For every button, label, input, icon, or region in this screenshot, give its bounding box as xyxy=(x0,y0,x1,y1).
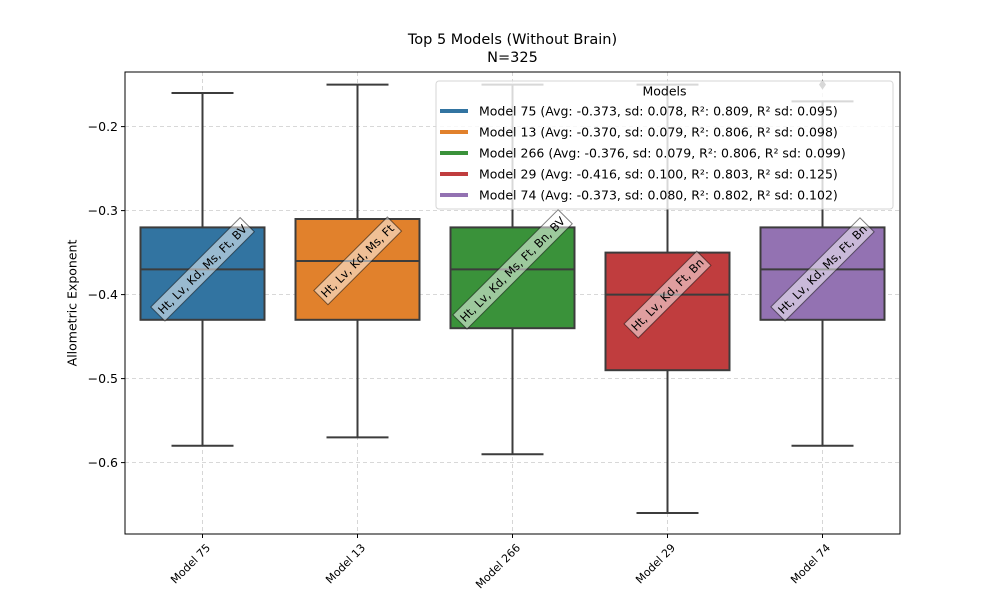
box-annotations: Ht, Lv, Kd, Ms, Ft, BV Ht, Lv, Kd, Ms, Ft… xyxy=(150,208,875,339)
box-model-13 xyxy=(294,83,421,439)
legend-entry: Model 13 (Avg: -0.370, sd: 0.079, R²: 0.… xyxy=(479,125,838,140)
x-tick-label: Model 75 xyxy=(168,541,213,586)
box-iqr xyxy=(604,251,731,372)
y-tick-label: −0.5 xyxy=(88,371,118,386)
annotation-box xyxy=(770,217,875,322)
x-tick-label: Model 13 xyxy=(323,541,368,586)
legend-title: Models xyxy=(642,84,686,99)
annotation-box xyxy=(150,216,255,322)
legend-entry: Model 74 (Avg: -0.373, sd: 0.080, R²: 0.… xyxy=(479,188,838,203)
y-tick-label: −0.6 xyxy=(88,455,118,470)
legend-entry: Model 266 (Avg: -0.376, sd: 0.079, R²: 0… xyxy=(479,146,846,161)
box-model-29 xyxy=(604,83,731,514)
legend-entry: Model 29 (Avg: -0.416, sd: 0.100, R²: 0.… xyxy=(479,167,838,182)
chart-subtitle: N=325 xyxy=(487,50,538,66)
legend: Models Model 75 (Avg: -0.373, sd: 0.078, … xyxy=(435,80,894,210)
y-tick-label: −0.3 xyxy=(88,203,118,218)
annotation-box xyxy=(313,216,403,306)
y-tick-label: −0.4 xyxy=(88,287,118,302)
x-tick-label: Model 266 xyxy=(473,541,523,591)
x-tick-label: Model 74 xyxy=(788,541,833,586)
y-tick-label: −0.2 xyxy=(88,119,118,134)
y-axis-label: Allometric Exponent xyxy=(65,240,80,367)
annotation-box xyxy=(452,208,573,330)
x-tick-label: Model 29 xyxy=(633,541,678,586)
legend-box xyxy=(435,80,894,210)
annotation-box xyxy=(623,250,712,339)
legend-entry: Model 75 (Avg: -0.373, sd: 0.078, R²: 0.… xyxy=(479,104,838,119)
chart-title: Top 5 Models (Without Brain) xyxy=(407,32,618,48)
